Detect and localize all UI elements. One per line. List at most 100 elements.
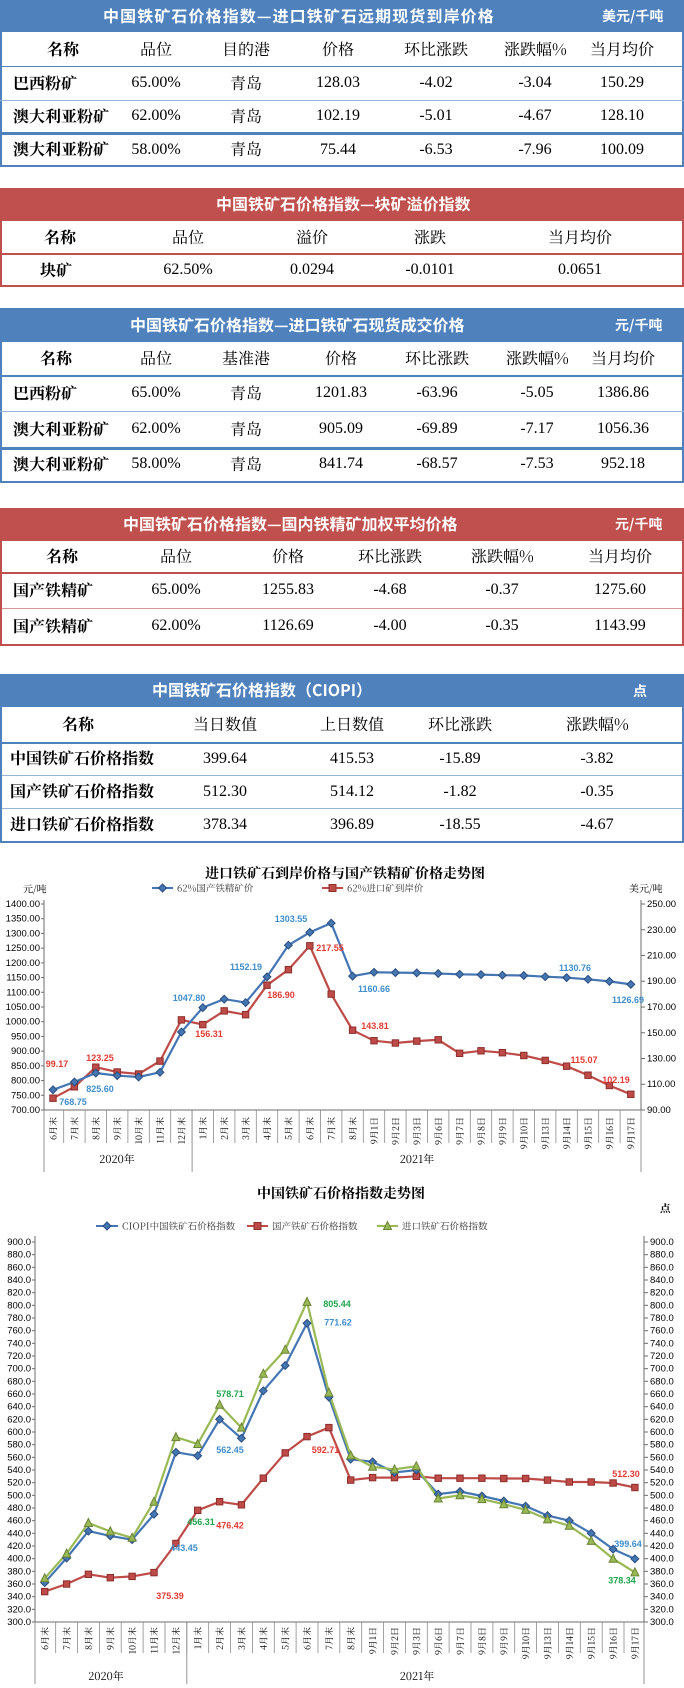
- svg-text:190.00: 190.00: [647, 976, 676, 987]
- svg-text:800.00: 800.00: [11, 1076, 40, 1087]
- svg-text:375.39: 375.39: [156, 1591, 184, 1601]
- svg-text:860.0: 860.0: [650, 1262, 674, 1273]
- svg-text:156.31: 156.31: [195, 1029, 223, 1039]
- svg-text:720.0: 720.0: [7, 1351, 31, 1362]
- svg-text:400.0: 400.0: [650, 1554, 674, 1565]
- svg-text:825.60: 825.60: [86, 1084, 114, 1094]
- svg-text:900.00: 900.00: [11, 1046, 40, 1057]
- svg-text:476.42: 476.42: [216, 1521, 244, 1531]
- svg-text:760.0: 760.0: [7, 1326, 31, 1337]
- svg-text:170.00: 170.00: [647, 1002, 676, 1013]
- svg-text:340.0: 340.0: [7, 1592, 31, 1603]
- svg-text:780.0: 780.0: [7, 1313, 31, 1324]
- svg-text:300.0: 300.0: [650, 1617, 674, 1628]
- svg-text:500.0: 500.0: [650, 1490, 674, 1501]
- svg-text:250.00: 250.00: [647, 899, 676, 910]
- svg-text:640.0: 640.0: [650, 1402, 674, 1413]
- svg-text:620.0: 620.0: [650, 1414, 674, 1425]
- svg-text:460.0: 460.0: [7, 1516, 31, 1527]
- svg-text:950.00: 950.00: [11, 1031, 40, 1042]
- svg-text:820.0: 820.0: [7, 1288, 31, 1299]
- svg-text:1300.00: 1300.00: [6, 928, 40, 939]
- svg-text:143.81: 143.81: [361, 1021, 389, 1031]
- svg-text:1400.00: 1400.00: [6, 899, 40, 910]
- svg-text:99.17: 99.17: [46, 1059, 69, 1069]
- svg-text:480.0: 480.0: [650, 1503, 674, 1514]
- svg-text:115.07: 115.07: [570, 1055, 597, 1065]
- svg-text:440.0: 440.0: [7, 1528, 31, 1539]
- svg-text:102.19: 102.19: [602, 1075, 630, 1085]
- svg-text:378.34: 378.34: [608, 1576, 636, 1586]
- svg-text:340.0: 340.0: [650, 1592, 674, 1603]
- svg-text:440.0: 440.0: [650, 1528, 674, 1539]
- svg-text:110.00: 110.00: [647, 1079, 675, 1090]
- svg-text:360.0: 360.0: [650, 1579, 674, 1590]
- svg-text:600.0: 600.0: [7, 1427, 31, 1438]
- svg-text:320.0: 320.0: [650, 1604, 674, 1615]
- svg-text:500.0: 500.0: [7, 1490, 31, 1501]
- svg-text:800.0: 800.0: [650, 1300, 674, 1311]
- svg-text:600.0: 600.0: [650, 1427, 674, 1438]
- svg-text:620.0: 620.0: [7, 1414, 31, 1425]
- svg-text:592.71: 592.71: [312, 1445, 340, 1455]
- svg-text:880.0: 880.0: [7, 1250, 31, 1261]
- svg-text:456.31: 456.31: [187, 1517, 215, 1527]
- svg-text:640.0: 640.0: [7, 1402, 31, 1413]
- svg-text:1130.76: 1130.76: [559, 963, 591, 973]
- svg-text:700.00: 700.00: [11, 1105, 40, 1116]
- svg-text:580.0: 580.0: [7, 1440, 31, 1451]
- svg-text:580.0: 580.0: [650, 1440, 674, 1451]
- svg-text:680.0: 680.0: [7, 1376, 31, 1387]
- svg-text:540.0: 540.0: [650, 1465, 674, 1476]
- svg-text:1200.00: 1200.00: [6, 958, 40, 969]
- svg-text:1126.69: 1126.69: [612, 995, 644, 1005]
- svg-text:210.00: 210.00: [647, 951, 676, 962]
- svg-text:860.0: 860.0: [7, 1262, 31, 1273]
- svg-text:840.0: 840.0: [7, 1275, 31, 1286]
- svg-text:780.0: 780.0: [650, 1313, 674, 1324]
- svg-text:460.0: 460.0: [650, 1516, 674, 1527]
- svg-text:420.0: 420.0: [7, 1541, 31, 1552]
- svg-text:800.0: 800.0: [7, 1300, 31, 1311]
- svg-text:360.0: 360.0: [7, 1579, 31, 1590]
- svg-text:840.0: 840.0: [650, 1275, 674, 1286]
- svg-text:850.00: 850.00: [11, 1061, 40, 1072]
- svg-text:900.0: 900.0: [7, 1237, 31, 1248]
- svg-text:820.0: 820.0: [650, 1288, 674, 1299]
- svg-text:578.71: 578.71: [216, 1389, 244, 1399]
- svg-text:400.0: 400.0: [7, 1554, 31, 1565]
- svg-text:720.0: 720.0: [650, 1351, 674, 1362]
- svg-text:420.0: 420.0: [650, 1541, 674, 1552]
- svg-text:805.44: 805.44: [323, 1299, 351, 1309]
- svg-text:230.00: 230.00: [647, 925, 676, 936]
- svg-text:540.0: 540.0: [7, 1465, 31, 1476]
- svg-text:480.0: 480.0: [7, 1503, 31, 1514]
- svg-text:520.0: 520.0: [650, 1478, 674, 1489]
- svg-text:740.0: 740.0: [650, 1338, 674, 1349]
- svg-text:1050.00: 1050.00: [6, 1002, 40, 1013]
- svg-text:300.0: 300.0: [7, 1617, 31, 1628]
- svg-text:217.55: 217.55: [316, 943, 344, 953]
- svg-text:760.0: 760.0: [650, 1326, 674, 1337]
- svg-text:562.45: 562.45: [216, 1445, 244, 1455]
- svg-text:150.00: 150.00: [647, 1028, 676, 1039]
- svg-text:1152.19: 1152.19: [230, 962, 262, 972]
- svg-text:1000.00: 1000.00: [6, 1017, 40, 1028]
- svg-text:660.0: 660.0: [650, 1389, 674, 1400]
- svg-text:560.0: 560.0: [7, 1452, 31, 1463]
- svg-text:123.25: 123.25: [86, 1053, 114, 1063]
- svg-text:1160.66: 1160.66: [358, 984, 390, 994]
- svg-text:512.30: 512.30: [612, 1469, 640, 1479]
- svg-text:771.62: 771.62: [324, 1318, 352, 1328]
- svg-text:750.00: 750.00: [11, 1090, 40, 1101]
- svg-text:186.90: 186.90: [267, 990, 295, 1000]
- svg-text:700.0: 700.0: [7, 1364, 31, 1375]
- svg-text:130.00: 130.00: [647, 1054, 676, 1065]
- svg-text:700.0: 700.0: [650, 1364, 674, 1375]
- svg-text:1350.00: 1350.00: [6, 914, 40, 925]
- svg-text:399.64: 399.64: [614, 1539, 642, 1549]
- svg-text:1100.00: 1100.00: [6, 987, 40, 998]
- svg-text:90.00: 90.00: [647, 1105, 671, 1116]
- svg-text:900.0: 900.0: [650, 1237, 674, 1248]
- svg-text:1150.00: 1150.00: [6, 973, 40, 984]
